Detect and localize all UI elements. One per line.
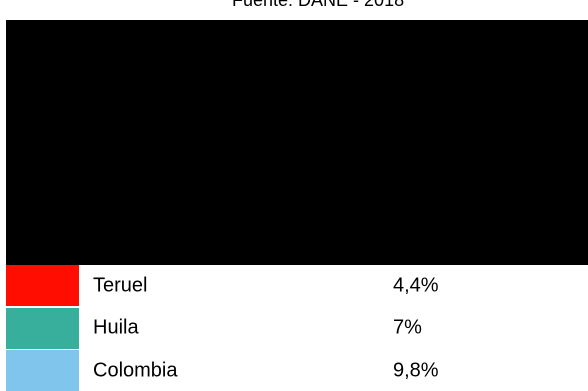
legend-swatch bbox=[6, 307, 79, 349]
legend-row-huila: Huila 7% bbox=[0, 307, 588, 349]
chart-panel bbox=[6, 20, 588, 265]
legend-swatch bbox=[6, 265, 79, 306]
row-value: 7% bbox=[393, 316, 422, 339]
row-value: 9,8% bbox=[393, 359, 439, 381]
legend-swatch bbox=[6, 350, 79, 391]
row-label: Colombia bbox=[93, 359, 178, 381]
row-label: Huila bbox=[93, 316, 139, 339]
source-label: Fuente: DANE - 2018 bbox=[232, 0, 405, 10]
legend-row-colombia: Colombia 9,8% bbox=[0, 350, 588, 391]
row-value: 4,4% bbox=[393, 274, 439, 296]
row-label: Teruel bbox=[93, 274, 148, 296]
legend-row-teruel: Teruel 4,4% bbox=[0, 265, 588, 306]
